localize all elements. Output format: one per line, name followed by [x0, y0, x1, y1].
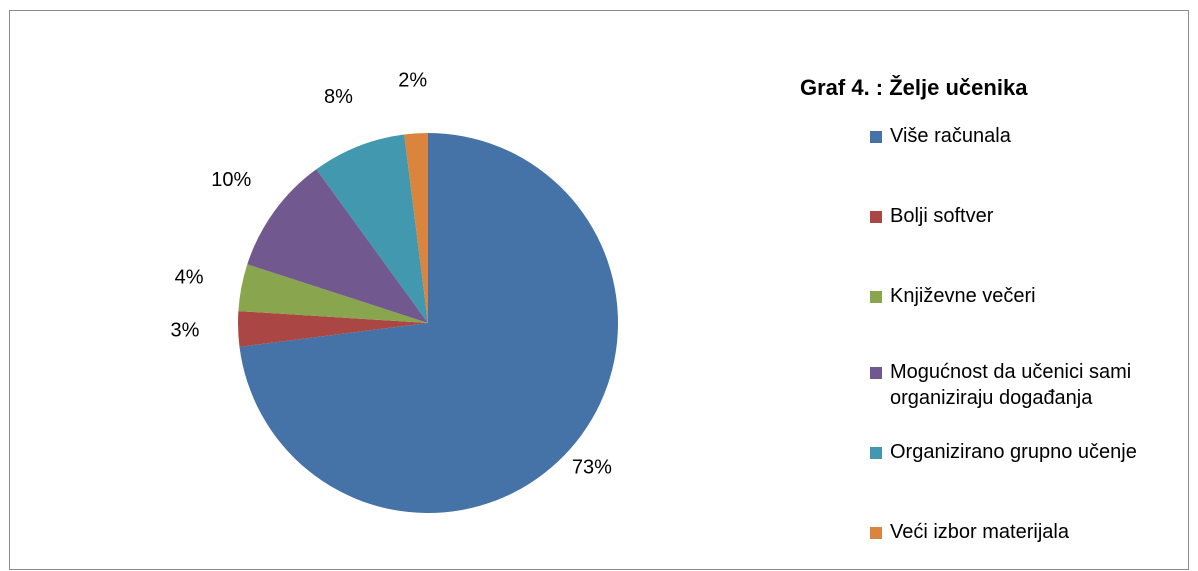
legend-label: Organizirano grupno učenje: [890, 439, 1137, 465]
legend-swatch: [870, 211, 882, 223]
pie-slice-veci-izbor-materijala: [404, 133, 428, 323]
data-label-veci-izbor-materijala: 2%: [398, 69, 427, 91]
pie-chart: 73% 3% 4% 10% 8% 2%: [170, 69, 618, 513]
legend-label: Bolji softver: [890, 203, 993, 229]
data-label-vise-racunala: 73%: [572, 456, 612, 478]
pie-slice-mogucnost-da-ucenici-sami-organiziraju-doga-anja: [247, 169, 428, 323]
legend-label-line: Bolji softver: [890, 205, 994, 227]
data-label-knjizevne-veceri: 4%: [175, 266, 204, 288]
pie-slice-bolji-softver: [238, 311, 428, 347]
legend-label-line: Više računala: [890, 125, 1011, 147]
legend-label: Mogućnost da učenici sami organiziraju do…: [890, 359, 1131, 411]
data-label-bolji-softver: 3%: [170, 320, 199, 342]
chart-title: Graf 4. : Želje učenika: [800, 75, 1028, 100]
legend-swatch: [870, 131, 882, 143]
legend-swatch: [870, 447, 882, 459]
chart-area: 73% 3% 4% 10% 8% 2% Graf 4. : Želje učenika V…: [9, 10, 1189, 570]
legend-label: Književne večeri: [890, 283, 1036, 309]
pie-slice-vise-racunala: [239, 133, 618, 513]
legend-label: Veći izbor materijala: [890, 519, 1069, 545]
legend-swatch: [870, 291, 882, 303]
legend-label: Više računala: [890, 123, 1011, 149]
pie-slice-knjizevne-veceri: [238, 264, 428, 323]
pie-slice-organizirano-grupno-ucenje: [316, 134, 428, 323]
legend-label-line: Veći izbor materijala: [890, 521, 1069, 543]
legend-label-line: Književne večeri: [890, 285, 1036, 307]
legend-swatch: [870, 367, 882, 379]
data-label-organizirano-grupno-ucenje: 8%: [324, 86, 353, 108]
legend-swatch: [870, 527, 882, 539]
data-label-mogucnost-da-ucenici-sami-organiziraju-doga-anja: 10%: [211, 169, 251, 191]
legend-label-line: Organizirano grupno učenje: [890, 441, 1137, 463]
legend-label-line: Mogućnost da učenici sami: [890, 361, 1132, 383]
legend-label-line: organiziraju događanja: [890, 387, 1093, 409]
